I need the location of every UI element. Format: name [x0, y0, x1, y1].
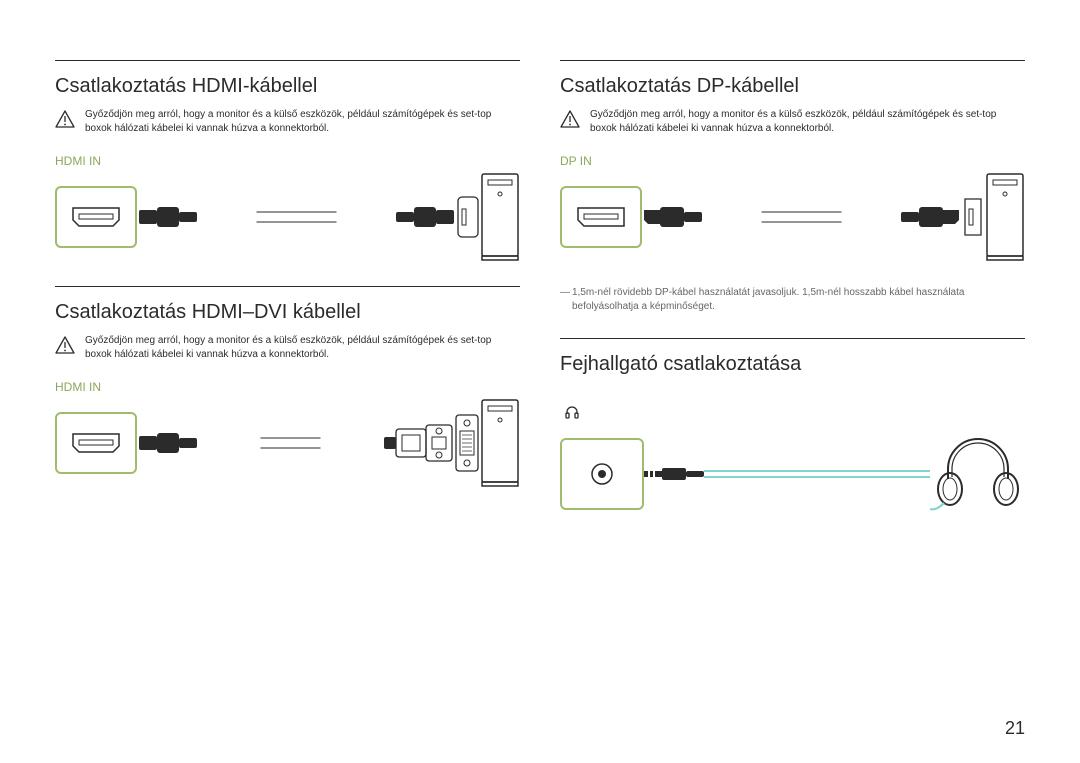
computer-tower-icon — [480, 398, 520, 488]
warning-triangle-icon — [55, 336, 75, 354]
warning-text-hdmi-dvi: Győződjön meg arról, hogy a monitor és a… — [85, 334, 520, 362]
cable-icon — [197, 428, 384, 458]
dp-port-box — [560, 186, 642, 248]
section-title-hdmi: Csatlakoztatás HDMI-kábellel — [55, 60, 520, 98]
diagram-hdmi-dvi — [55, 398, 520, 488]
page-number: 21 — [1005, 718, 1025, 739]
warning-triangle-icon — [55, 110, 75, 128]
cable-icon — [702, 202, 901, 232]
warning-dp: Győződjön meg arról, hogy a monitor és a… — [560, 108, 1025, 136]
headphone-label-icon — [564, 404, 580, 420]
section-title-headphone: Fejhallgató csatlakoztatása — [560, 338, 1025, 376]
computer-tower-icon — [985, 172, 1025, 262]
dvi-receptacle-icon — [454, 413, 480, 473]
hdmi-connector-right-icon — [396, 202, 456, 232]
left-column: Csatlakoztatás HDMI-kábellel Győződjön m… — [55, 60, 520, 543]
dp-connector-left-icon — [642, 202, 702, 232]
dp-connector-right-icon — [901, 202, 961, 232]
hdmi-receptacle-icon — [456, 195, 480, 239]
hdmi-connector-left-icon — [137, 428, 197, 458]
audio-jack-port-icon — [590, 462, 614, 486]
port-label-hdmi-in-1: HDMI IN — [55, 154, 520, 168]
hdmi-connector-left-icon — [137, 202, 197, 232]
diagram-hdmi-hdmi — [55, 172, 520, 262]
dp-receptacle-icon — [961, 195, 985, 239]
dvi-connector-right-icon — [384, 421, 454, 465]
port-label-dp-in: DP IN — [560, 154, 1025, 168]
audio-jack-plug-icon — [644, 464, 704, 484]
diagram-headphone — [560, 429, 1025, 519]
headphones-icon — [930, 429, 1025, 519]
warning-text-dp: Győződjön meg arról, hogy a monitor és a… — [590, 108, 1025, 136]
audio-cable-icon — [704, 464, 930, 484]
audio-jack-port-box — [560, 438, 644, 510]
warning-text-hdmi: Győződjön meg arról, hogy a monitor és a… — [85, 108, 520, 136]
hdmi-port-icon — [71, 206, 121, 228]
section-title-hdmi-dvi: Csatlakoztatás HDMI–DVI kábellel — [55, 286, 520, 324]
computer-tower-icon — [480, 172, 520, 262]
dp-footnote: 1,5m-nél rövidebb DP-kábel használatát j… — [560, 286, 1025, 314]
dp-port-icon — [576, 206, 626, 228]
diagram-dp-dp — [560, 172, 1025, 262]
warning-hdmi: Győződjön meg arról, hogy a monitor és a… — [55, 108, 520, 136]
right-column: Csatlakoztatás DP-kábellel Győződjön meg… — [560, 60, 1025, 543]
warning-triangle-icon — [560, 110, 580, 128]
port-label-hdmi-in-2: HDMI IN — [55, 380, 520, 394]
cable-icon — [197, 202, 396, 232]
hdmi-port-box — [55, 186, 137, 248]
hdmi-port-box-2 — [55, 412, 137, 474]
section-title-dp: Csatlakoztatás DP-kábellel — [560, 60, 1025, 98]
hdmi-port-icon — [71, 432, 121, 454]
warning-hdmi-dvi: Győződjön meg arról, hogy a monitor és a… — [55, 334, 520, 362]
